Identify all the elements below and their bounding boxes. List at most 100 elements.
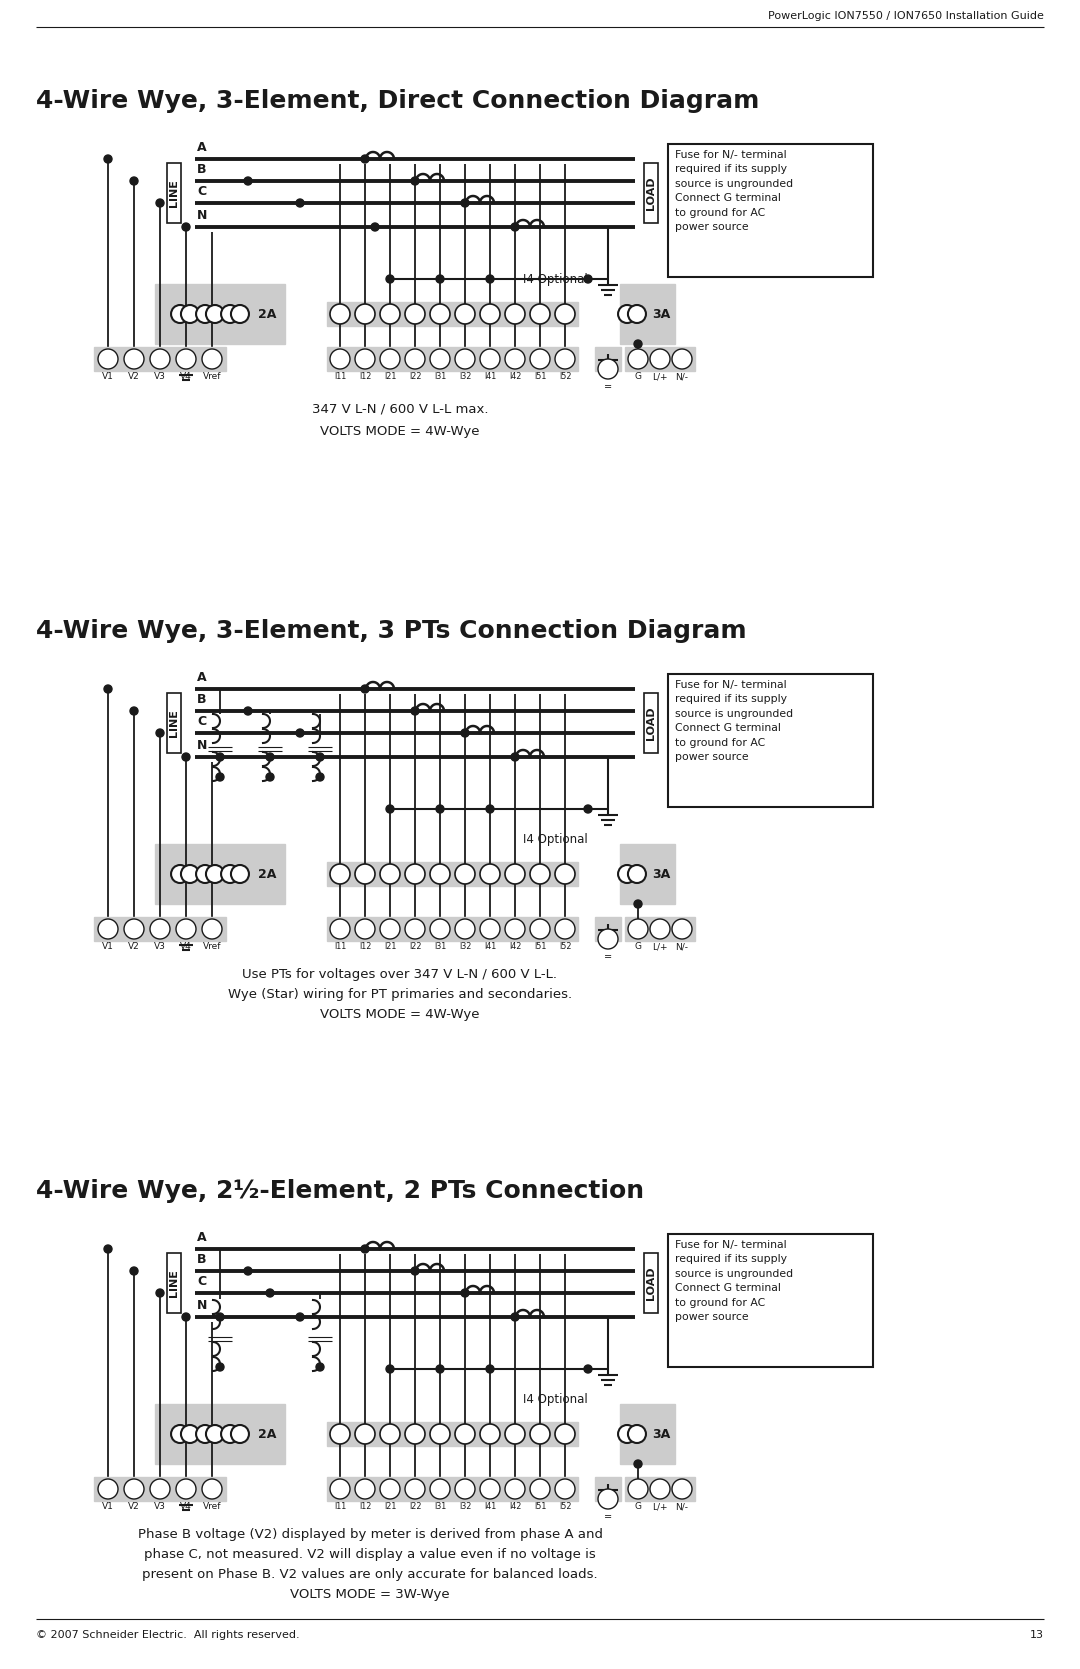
Circle shape [411,708,419,714]
Circle shape [316,1364,324,1370]
Circle shape [361,684,369,693]
Circle shape [455,1479,475,1499]
Circle shape [197,1425,214,1444]
Text: Fuse for N/- terminal
required if its supply
source is ungrounded
Connect G term: Fuse for N/- terminal required if its su… [675,1240,793,1322]
Circle shape [598,930,618,950]
Circle shape [156,729,164,738]
Text: Vref: Vref [203,372,221,381]
Text: B: B [197,693,206,706]
Circle shape [405,1479,426,1499]
Bar [625,347,696,371]
Circle shape [380,865,400,885]
Text: Use PTs for voltages over 347 V L-N / 600 V L-L.: Use PTs for voltages over 347 V L-N / 60… [243,968,557,980]
Text: I32: I32 [459,1502,471,1510]
Bar [644,693,658,753]
Circle shape [634,340,642,349]
Circle shape [598,1489,618,1509]
Text: C: C [197,714,206,728]
Text: I41: I41 [484,372,496,381]
Text: I52: I52 [558,941,571,951]
Circle shape [216,1314,224,1320]
Text: I11: I11 [334,372,346,381]
Circle shape [627,1425,646,1444]
Text: C: C [197,1275,206,1288]
Text: Wye (Star) wiring for PT primaries and secondaries.: Wye (Star) wiring for PT primaries and s… [228,988,572,1000]
Text: B: B [197,164,206,175]
Bar [167,1253,181,1314]
Circle shape [266,1288,274,1297]
Circle shape [216,773,224,781]
Circle shape [355,920,375,940]
Text: G: G [635,372,642,381]
Text: G: G [635,941,642,951]
Circle shape [124,920,144,940]
Circle shape [618,1425,636,1444]
Circle shape [176,349,195,369]
Circle shape [221,865,239,883]
Circle shape [480,349,500,369]
Circle shape [98,1479,118,1499]
Circle shape [386,275,394,284]
Bar [156,1404,285,1464]
Circle shape [584,1365,592,1374]
Text: V4: V4 [180,1502,192,1510]
Circle shape [627,305,646,324]
Circle shape [505,1424,525,1444]
Circle shape [380,349,400,369]
Text: I21: I21 [383,372,396,381]
Text: V2: V2 [129,1502,140,1510]
Circle shape [505,1479,525,1499]
Circle shape [634,900,642,908]
Circle shape [183,1314,190,1320]
Text: I51: I51 [534,372,546,381]
Text: I42: I42 [509,941,522,951]
Circle shape [176,1479,195,1499]
Bar [669,1233,873,1367]
Circle shape [430,920,450,940]
Circle shape [627,865,646,883]
Text: B: B [197,1253,206,1267]
Text: LOAD: LOAD [646,706,656,739]
Circle shape [530,304,550,324]
Circle shape [206,305,224,324]
Circle shape [171,305,189,324]
Circle shape [634,1460,642,1469]
Text: I21: I21 [383,1502,396,1510]
Text: I52: I52 [558,1502,571,1510]
Circle shape [530,1424,550,1444]
Bar [327,916,578,941]
Circle shape [104,684,112,693]
Circle shape [98,920,118,940]
Bar [620,1404,675,1464]
Circle shape [455,920,475,940]
Circle shape [330,304,350,324]
Bar [644,164,658,224]
Text: I4 Optional: I4 Optional [523,1392,588,1405]
Circle shape [555,920,575,940]
Circle shape [216,753,224,761]
Circle shape [618,865,636,883]
Circle shape [486,1365,494,1374]
Text: I11: I11 [334,941,346,951]
Bar [595,347,621,371]
Circle shape [455,865,475,885]
Circle shape [181,305,199,324]
Circle shape [530,865,550,885]
Bar [94,1477,226,1500]
Circle shape [436,804,444,813]
Circle shape [202,1479,222,1499]
Text: N/-: N/- [675,941,689,951]
Text: LINE: LINE [168,179,179,207]
Text: I32: I32 [459,372,471,381]
Bar [327,302,578,325]
Text: 347 V L-N / 600 V L-L max.: 347 V L-N / 600 V L-L max. [312,402,488,416]
Circle shape [197,305,214,324]
Circle shape [405,349,426,369]
Text: 2A: 2A [258,1427,276,1440]
Text: V1: V1 [103,372,113,381]
Text: present on Phase B. V2 values are only accurate for balanced loads.: present on Phase B. V2 values are only a… [143,1567,598,1581]
Circle shape [650,920,670,940]
Text: A: A [197,671,206,684]
Circle shape [355,304,375,324]
Circle shape [330,865,350,885]
